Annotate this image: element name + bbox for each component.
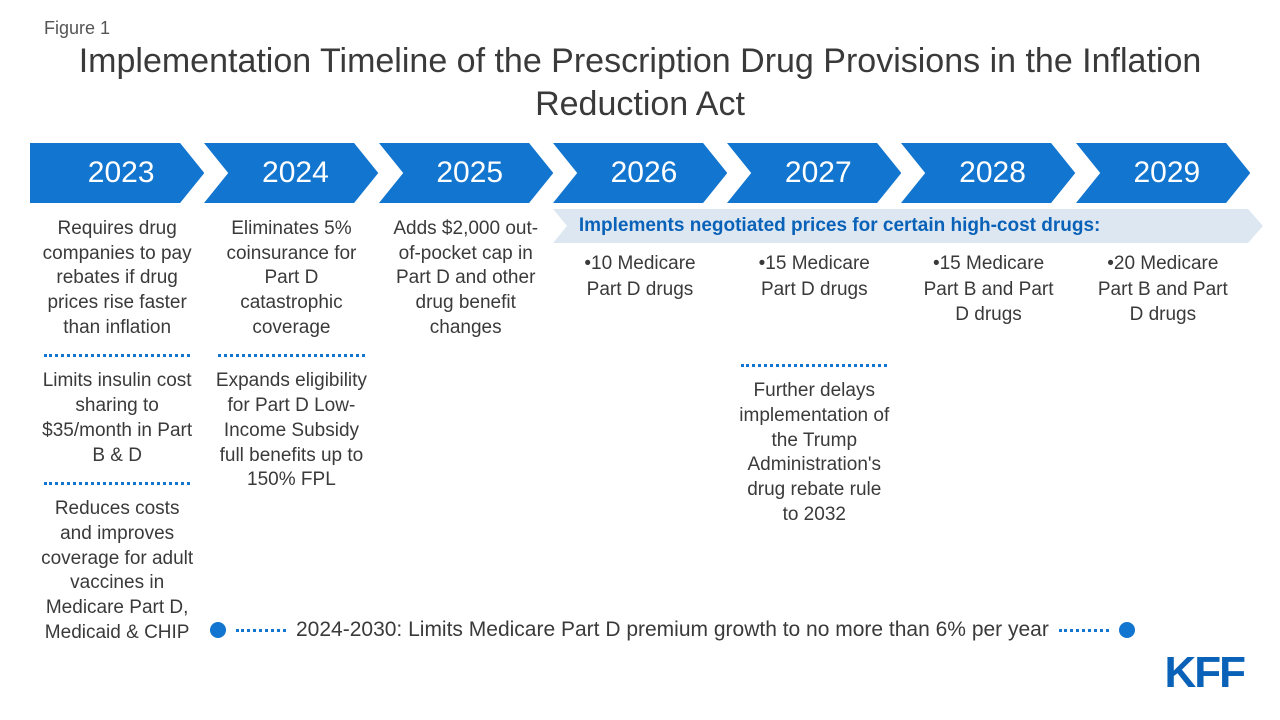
year-arrow: 2025: [379, 143, 553, 203]
timeline: 2023 Requires drug companies to pay reba…: [0, 135, 1280, 655]
year-col-2024: 2024 Eliminates 5% coinsurance for Part …: [204, 143, 378, 655]
dotted-separator: [741, 364, 887, 367]
year-arrow: 2028: [901, 143, 1075, 203]
year-label: 2027: [727, 143, 901, 203]
year-arrow: 2023: [30, 143, 204, 203]
figure-label: Figure 1: [44, 18, 110, 39]
bullet-text: •20 Medicare Part B and Part D drugs: [1084, 251, 1242, 328]
bullet-text: •10 Medicare Part D drugs: [561, 251, 719, 302]
provision-text: Limits insulin cost sharing to $35/month…: [38, 363, 196, 478]
dotted-line: [1059, 629, 1109, 632]
provision-text: Requires drug companies to pay rebates i…: [38, 211, 196, 350]
year-label: 2025: [379, 143, 553, 203]
year-col-2025: 2025 Adds $2,000 out-of-pocket cap in Pa…: [379, 143, 553, 655]
dotted-separator: [44, 482, 190, 485]
dot-icon: [1119, 622, 1135, 638]
dot-icon: [210, 622, 226, 638]
year-label: 2026: [553, 143, 727, 203]
year-arrow: 2026: [553, 143, 727, 203]
dotted-line: [236, 629, 286, 632]
bullet-text: •15 Medicare Part D drugs: [735, 251, 893, 302]
dotted-separator: [218, 354, 364, 357]
footnote-row: 2024-2030: Limits Medicare Part D premiu…: [210, 618, 1220, 642]
year-label: 2023: [30, 143, 204, 203]
year-label: 2028: [901, 143, 1075, 203]
provision-text: Eliminates 5% coinsurance for Part D cat…: [212, 211, 370, 350]
kff-logo: KFF: [1164, 648, 1244, 698]
footnote-text: 2024-2030: Limits Medicare Part D premiu…: [296, 618, 1049, 642]
dotted-separator: [44, 354, 190, 357]
year-col-2027: 2027 •15 Medicare Part D drugs Further d…: [727, 143, 901, 655]
provision-text: Further delays implementation of the Tru…: [735, 373, 893, 537]
year-col-2028: 2028 •15 Medicare Part B and Part D drug…: [901, 143, 1075, 655]
provision-text: Expands eligibility for Part D Low-Incom…: [212, 363, 370, 502]
year-label: 2029: [1076, 143, 1250, 203]
provision-text: Reduces costs and improves coverage for …: [38, 491, 196, 655]
page-title: Implementation Timeline of the Prescript…: [0, 0, 1280, 135]
provision-text: Adds $2,000 out-of-pocket cap in Part D …: [387, 211, 545, 350]
year-arrow: 2029: [1076, 143, 1250, 203]
year-arrow: 2027: [727, 143, 901, 203]
year-label: 2024: [204, 143, 378, 203]
year-col-2026: 2026 Implements negotiated prices for ce…: [553, 143, 727, 655]
year-col-2023: 2023 Requires drug companies to pay reba…: [30, 143, 204, 655]
bullet-text: •15 Medicare Part B and Part D drugs: [909, 251, 1067, 328]
year-col-2029: 2029 •20 Medicare Part B and Part D drug…: [1076, 143, 1250, 655]
year-arrow: 2024: [204, 143, 378, 203]
